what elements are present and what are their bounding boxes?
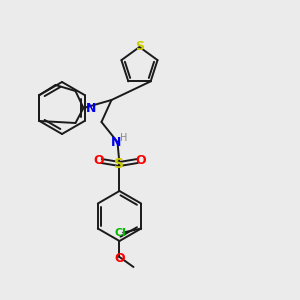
Text: O: O bbox=[93, 154, 104, 167]
Text: S: S bbox=[135, 40, 144, 52]
Text: H: H bbox=[120, 133, 127, 143]
Text: S: S bbox=[115, 157, 124, 171]
Text: N: N bbox=[111, 136, 122, 148]
Text: Cl: Cl bbox=[114, 227, 126, 238]
Text: N: N bbox=[85, 101, 96, 115]
Text: O: O bbox=[114, 251, 125, 265]
Text: O: O bbox=[135, 154, 146, 167]
